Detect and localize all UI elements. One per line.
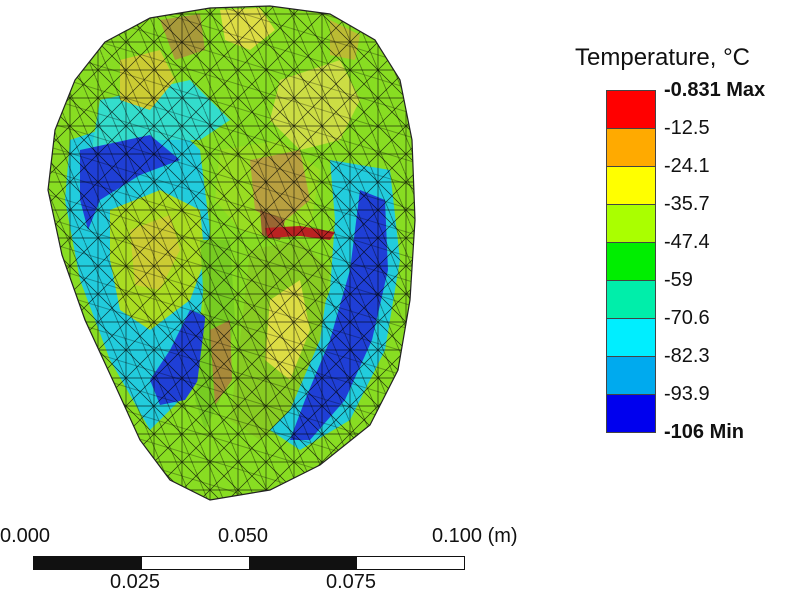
scale-label-bottom: 0.075 bbox=[326, 571, 377, 593]
legend-label: -0.831 Max bbox=[664, 79, 766, 101]
legend-band bbox=[606, 394, 656, 433]
legend-band bbox=[606, 280, 656, 319]
legend-color-bar bbox=[606, 90, 656, 433]
scale-bar: 0.000 0.050 0.100 (m) 0.025 0.075 bbox=[0, 520, 560, 596]
legend-label: -35.7 bbox=[664, 193, 710, 215]
legend-label: -82.3 bbox=[664, 345, 710, 367]
scale-label-top: 0.050 bbox=[218, 525, 269, 547]
heart-temperature-mesh bbox=[47, 5, 416, 501]
legend-label: -106 Min bbox=[664, 421, 745, 443]
scale-label-bottom: 0.025 bbox=[110, 571, 161, 593]
legend-label: -70.6 bbox=[664, 307, 710, 329]
legend-band bbox=[606, 166, 656, 205]
legend-title: Temperature, °C bbox=[575, 44, 750, 71]
scale-label-top: 0.100 (m) bbox=[432, 525, 518, 547]
scale-bar-segment bbox=[33, 556, 142, 570]
legend-label: -93.9 bbox=[664, 383, 710, 405]
legend-label: -47.4 bbox=[664, 231, 710, 253]
legend-band bbox=[606, 356, 656, 395]
legend-band bbox=[606, 90, 656, 129]
legend-label: -59 bbox=[664, 269, 693, 291]
legend-band bbox=[606, 242, 656, 281]
legend-label: -24.1 bbox=[664, 155, 710, 177]
scale-label-top: 0.000 bbox=[0, 525, 51, 547]
legend-band bbox=[606, 318, 656, 357]
scale-bar-segment bbox=[140, 556, 250, 570]
legend-band bbox=[606, 204, 656, 243]
scale-bar-segment bbox=[248, 556, 358, 570]
legend-label: -12.5 bbox=[664, 117, 710, 139]
scale-bar-segment bbox=[356, 556, 465, 570]
legend-band bbox=[606, 128, 656, 167]
